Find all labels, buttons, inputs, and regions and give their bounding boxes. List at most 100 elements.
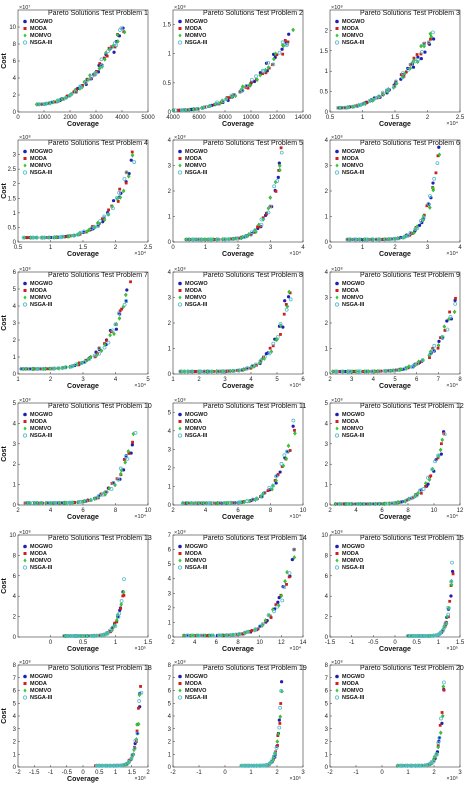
y-tick-label: 3	[325, 296, 329, 302]
nsgaiii-legend-marker	[334, 433, 340, 438]
x-tick-label: 4	[301, 245, 305, 251]
nsgaiii-point	[261, 68, 265, 73]
x-tick-label: 3	[301, 770, 305, 776]
moda-point	[255, 363, 259, 367]
legend-label: MOGWO	[30, 19, 53, 25]
nsgaiii-point	[116, 477, 121, 482]
x-axis-label: Coverage	[379, 251, 411, 258]
nsgaiii-point	[232, 369, 236, 373]
y-tick-label: 0	[168, 110, 172, 116]
y-tick-label: 2	[13, 338, 17, 344]
mogwo-legend-marker	[23, 412, 27, 417]
momvo-legend-marker	[178, 295, 182, 300]
nsgaiii-point	[280, 40, 285, 45]
x-multiplier: ×10⁵	[134, 645, 146, 652]
nsgaiii-point	[82, 229, 87, 234]
momvo-point	[286, 443, 291, 449]
nsgaiii-point	[386, 368, 391, 373]
moda-point	[410, 496, 414, 500]
nsgaiii-point	[390, 501, 395, 506]
momvo-point	[436, 343, 441, 348]
moda-point	[442, 688, 446, 692]
x-tick-label: 4	[354, 508, 358, 514]
moda-point	[39, 102, 43, 106]
nsgaiii-point	[273, 751, 277, 756]
nsgaiii-point	[218, 633, 223, 638]
moda-point	[415, 53, 419, 56]
mogwo-legend-marker	[178, 19, 182, 24]
legend-label: NSGA-III	[342, 40, 365, 46]
nsgaiii-point	[186, 237, 191, 242]
y-tick-label: 4	[13, 421, 17, 427]
x-tick-label: 5	[146, 377, 150, 383]
y-tick-label: 2	[325, 615, 329, 621]
moda-point	[440, 711, 444, 714]
nsgaiii-point	[122, 176, 127, 181]
nsgaiii-point	[69, 500, 74, 505]
nsgaiii-legend-marker	[334, 695, 340, 700]
nsgaiii-point	[446, 605, 451, 610]
nsgaiii-legend-marker	[177, 695, 183, 700]
nsgaiii-point	[20, 366, 25, 371]
nsgaiii-point	[440, 335, 445, 340]
nsgaiii-point	[133, 738, 138, 743]
nsgaiii-point	[259, 222, 264, 227]
momvo-point	[440, 437, 445, 443]
momvo-point	[275, 739, 280, 744]
nsgaiii-point	[277, 50, 282, 55]
nsgaiii-point	[429, 760, 434, 764]
nsgaiii-point	[422, 634, 427, 638]
x-tick-label: 1	[437, 640, 441, 646]
nsgaiii-point	[51, 366, 56, 371]
x-tick-label: 3	[81, 377, 85, 383]
panel-title: Pareto Solutions Test Problem 15	[360, 535, 464, 542]
nsgaiii-point	[114, 763, 119, 768]
nsgaiii-point	[404, 365, 409, 370]
nsgaiii-point	[272, 184, 277, 189]
legend-label: NSGA-III	[342, 433, 365, 439]
legend-label: MODA	[342, 551, 359, 557]
moda-point	[266, 489, 270, 493]
nsgaiii-point	[97, 493, 101, 498]
moda-point	[392, 84, 396, 88]
legend-box	[175, 279, 215, 313]
x-tick-label: 8	[269, 508, 273, 514]
nsgaiii-point	[42, 235, 47, 240]
y-tick-label: 4	[325, 594, 329, 600]
momvo-point	[396, 236, 400, 241]
x-tick-label: 1.5	[456, 640, 465, 646]
legend-box	[332, 17, 372, 51]
nsgaiii-point	[282, 453, 287, 458]
momvo-point	[108, 332, 112, 338]
nsgaiii-point	[90, 634, 95, 638]
nsgaiii-point	[64, 365, 68, 370]
nsgaiii-point	[111, 480, 116, 485]
nsgaiii-point	[432, 343, 437, 348]
nsgaiii-point	[445, 327, 450, 332]
nsgaiii-point	[403, 763, 408, 768]
y-tick-label: 6	[13, 574, 17, 580]
nsgaiii-point	[34, 366, 39, 371]
nsgaiii-point	[287, 571, 292, 576]
x-tick-label: 4	[204, 508, 208, 514]
momvo-point	[126, 174, 131, 179]
nsgaiii-point	[421, 487, 426, 491]
momvo-legend-marker	[335, 688, 339, 693]
nsgaiii-point	[60, 234, 65, 239]
nsgaiii-point	[29, 235, 34, 240]
moda-point	[113, 45, 117, 49]
x-tick-label: 4	[49, 508, 53, 514]
nsgaiii-point	[288, 297, 293, 302]
y-tick-label: 1.5	[163, 23, 172, 29]
nsgaiii-point	[41, 366, 46, 371]
moda-legend-marker	[23, 682, 27, 685]
mogwo-point	[114, 327, 118, 331]
momvo-point	[429, 34, 434, 40]
nsgaiii-point	[130, 752, 135, 757]
moda-point	[412, 56, 416, 60]
nsgaiii-point	[398, 763, 403, 768]
y-multiplier: ×10⁸	[331, 266, 343, 273]
